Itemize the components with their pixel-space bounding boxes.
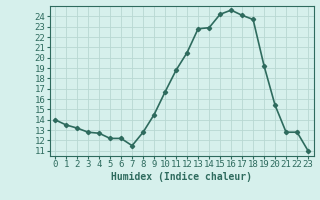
X-axis label: Humidex (Indice chaleur): Humidex (Indice chaleur) — [111, 172, 252, 182]
